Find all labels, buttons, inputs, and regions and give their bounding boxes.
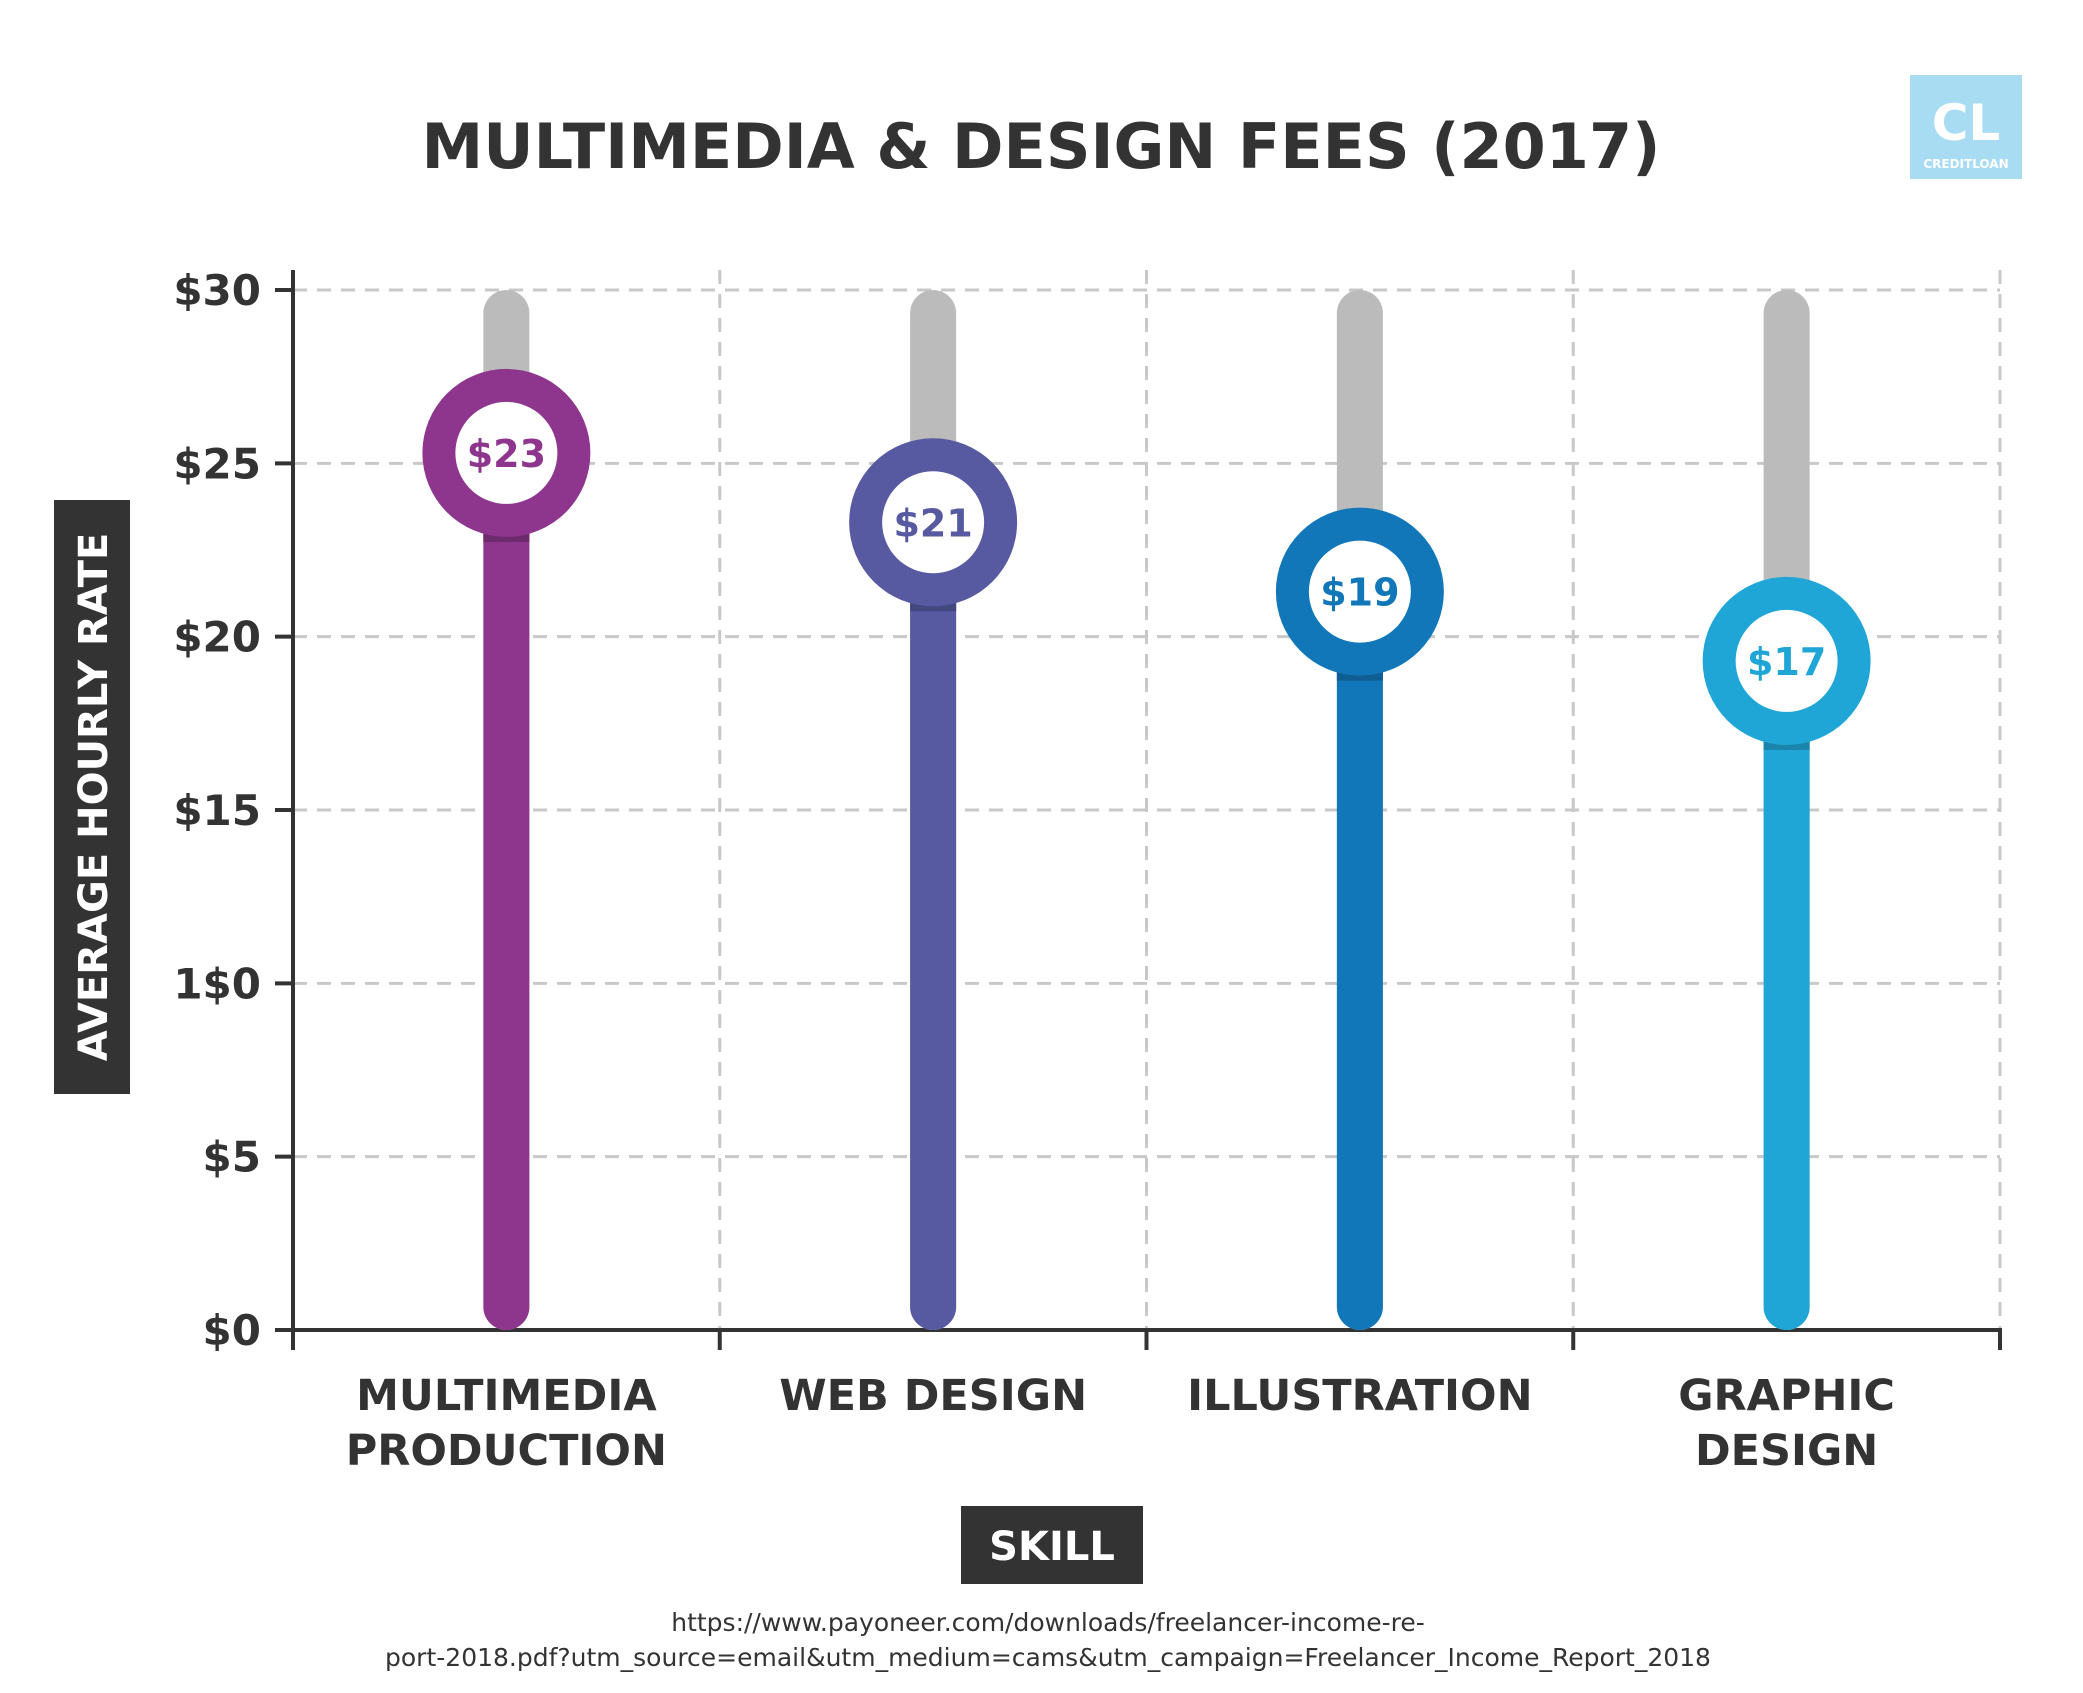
source-line-1: https://www.payoneer.com/downloads/freel…	[671, 1608, 1425, 1637]
x-tick-label: WEB DESIGN	[779, 1371, 1087, 1421]
x-axis-label-box: SKILL	[961, 1506, 1143, 1584]
bars: $23 $21 $19 $17	[422, 290, 1871, 1330]
bar-group: $23	[422, 290, 591, 1330]
x-tick-label: MULTIMEDIA	[356, 1371, 657, 1421]
data-label: $21	[893, 501, 972, 545]
bar-group: $21	[849, 290, 1018, 1330]
y-axis-label-box: AVERAGE HOURLY RATE	[54, 500, 130, 1094]
y-tick-label: $15	[173, 786, 261, 835]
bar-group: $17	[1702, 290, 1871, 1330]
y-tick-label: $25	[173, 439, 261, 488]
logo-name: CREDITLOAN	[1923, 157, 2008, 171]
y-tick-label: $20	[173, 613, 261, 662]
y-tick-label: $0	[203, 1306, 261, 1355]
x-tick-label: DESIGN	[1695, 1426, 1878, 1476]
logo-badge	[1910, 75, 2022, 179]
source-line-2: port-2018.pdf?utm_source=email&utm_mediu…	[385, 1643, 1711, 1672]
x-tick-label: ILLUSTRATION	[1187, 1371, 1532, 1421]
data-label: $17	[1747, 640, 1826, 684]
axes	[275, 270, 2002, 1350]
y-tick-labels: $0 $5 1$0 $15 $20 $25 $30	[173, 266, 261, 1355]
x-tick-label: GRAPHIC	[1678, 1371, 1895, 1421]
y-tick-label: $5	[203, 1133, 261, 1182]
bar-group: $19	[1275, 290, 1444, 1330]
value-marker-inner	[455, 401, 558, 504]
y-tick-label: 1$0	[173, 959, 261, 1008]
data-label: $23	[467, 432, 546, 476]
value-marker-inner	[1735, 609, 1838, 712]
logo: CL CREDITLOAN	[1910, 75, 2022, 179]
x-axis-label: SKILL	[989, 1524, 1115, 1570]
y-tick-label: $30	[173, 266, 261, 315]
value-marker-inner	[882, 471, 985, 574]
data-label: $19	[1320, 571, 1399, 615]
value-marker-inner	[1308, 540, 1411, 643]
x-tick-label: PRODUCTION	[346, 1426, 667, 1476]
logo-mark: CL	[1932, 94, 2001, 152]
y-axis-label: AVERAGE HOURLY RATE	[71, 533, 117, 1062]
chart-title: MULTIMEDIA & DESIGN FEES (2017)	[422, 110, 1661, 183]
